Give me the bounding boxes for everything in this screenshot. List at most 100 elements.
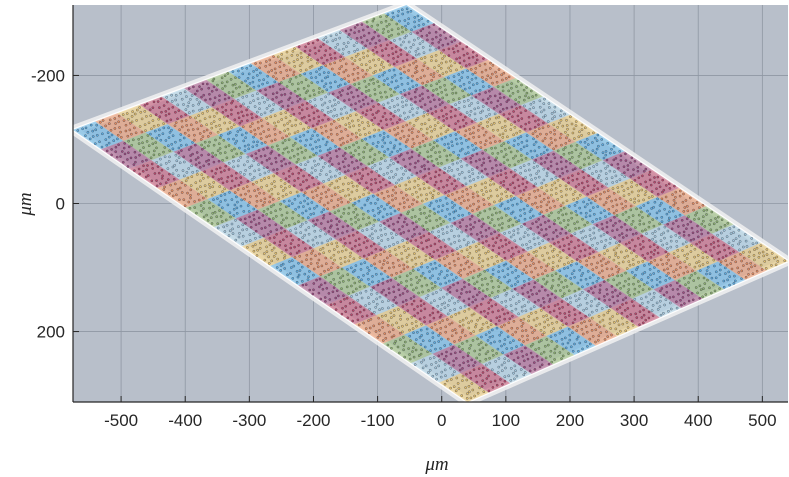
data-point (475, 356, 478, 360)
data-point (534, 130, 537, 133)
data-point (617, 261, 621, 265)
data-point (351, 228, 355, 232)
data-point (415, 338, 418, 341)
data-point (615, 228, 619, 231)
data-point (431, 255, 434, 258)
data-point (465, 188, 468, 191)
data-point (296, 100, 300, 103)
data-point (522, 188, 526, 192)
data-point (439, 34, 442, 37)
data-point (381, 60, 384, 64)
data-point (293, 184, 296, 187)
data-point (265, 107, 269, 110)
data-point (398, 275, 402, 279)
data-point (218, 185, 221, 188)
data-point (331, 104, 334, 108)
data-point (409, 297, 413, 300)
data-point (175, 193, 178, 197)
data-point (392, 285, 395, 289)
data-point (426, 332, 429, 335)
data-point (431, 194, 435, 197)
data-point (333, 283, 337, 286)
data-point (594, 151, 597, 155)
data-point (499, 204, 502, 208)
data-point (425, 131, 429, 135)
data-point (538, 212, 542, 216)
data-point (205, 213, 208, 217)
data-point (193, 206, 196, 209)
data-point (315, 70, 318, 74)
data-point (440, 352, 444, 356)
data-point (158, 153, 161, 156)
data-point (423, 164, 426, 167)
data-point (465, 111, 469, 114)
data-point (570, 282, 573, 286)
data-point (460, 292, 463, 295)
data-point (616, 274, 619, 278)
data-point (382, 132, 386, 135)
data-point (298, 135, 302, 138)
data-point (429, 177, 432, 180)
data-point (312, 153, 315, 157)
data-point (287, 61, 291, 65)
data-point (444, 130, 448, 134)
data-point (505, 176, 508, 179)
data-point (509, 218, 512, 221)
data-point (653, 235, 657, 238)
data-point (326, 239, 329, 243)
data-point (330, 266, 333, 269)
data-point (524, 122, 527, 126)
data-point (405, 34, 408, 38)
data-point (632, 282, 635, 286)
data-point (211, 79, 215, 83)
data-point (229, 215, 232, 219)
data-point (318, 73, 321, 76)
data-point (454, 313, 457, 316)
data-point (523, 212, 527, 215)
data-point (336, 227, 339, 231)
data-point (250, 112, 253, 116)
data-point (608, 169, 612, 173)
data-point (357, 82, 361, 85)
data-point (205, 128, 209, 132)
data-point (580, 128, 584, 131)
data-point (613, 215, 616, 219)
data-point (709, 219, 713, 222)
data-point (319, 149, 322, 153)
data-point (186, 176, 190, 180)
data-point (349, 114, 352, 117)
data-point (324, 256, 328, 260)
data-point (279, 88, 282, 91)
data-point (237, 183, 241, 187)
data-point (458, 350, 462, 354)
data-point (527, 121, 531, 124)
data-point (369, 201, 373, 205)
data-point (347, 193, 351, 197)
data-point (531, 114, 535, 118)
data-point (108, 118, 112, 122)
data-point (518, 106, 522, 109)
data-point (273, 185, 277, 188)
data-point (534, 93, 538, 97)
data-point (447, 54, 451, 57)
data-point (410, 97, 413, 101)
data-point (617, 256, 620, 259)
data-point (401, 300, 405, 304)
data-point (540, 181, 544, 185)
data-point (450, 182, 454, 186)
data-point (428, 214, 431, 218)
data-point (463, 199, 466, 203)
data-point (262, 130, 266, 133)
data-point (657, 227, 661, 231)
data-point (637, 199, 641, 203)
data-point (537, 146, 541, 149)
data-point (544, 227, 548, 231)
data-point (466, 145, 470, 149)
data-point (259, 89, 262, 92)
data-point (223, 74, 227, 78)
data-point (359, 248, 362, 252)
data-point (180, 181, 184, 184)
data-point (331, 262, 335, 265)
data-point (375, 111, 378, 115)
data-point (331, 139, 334, 142)
